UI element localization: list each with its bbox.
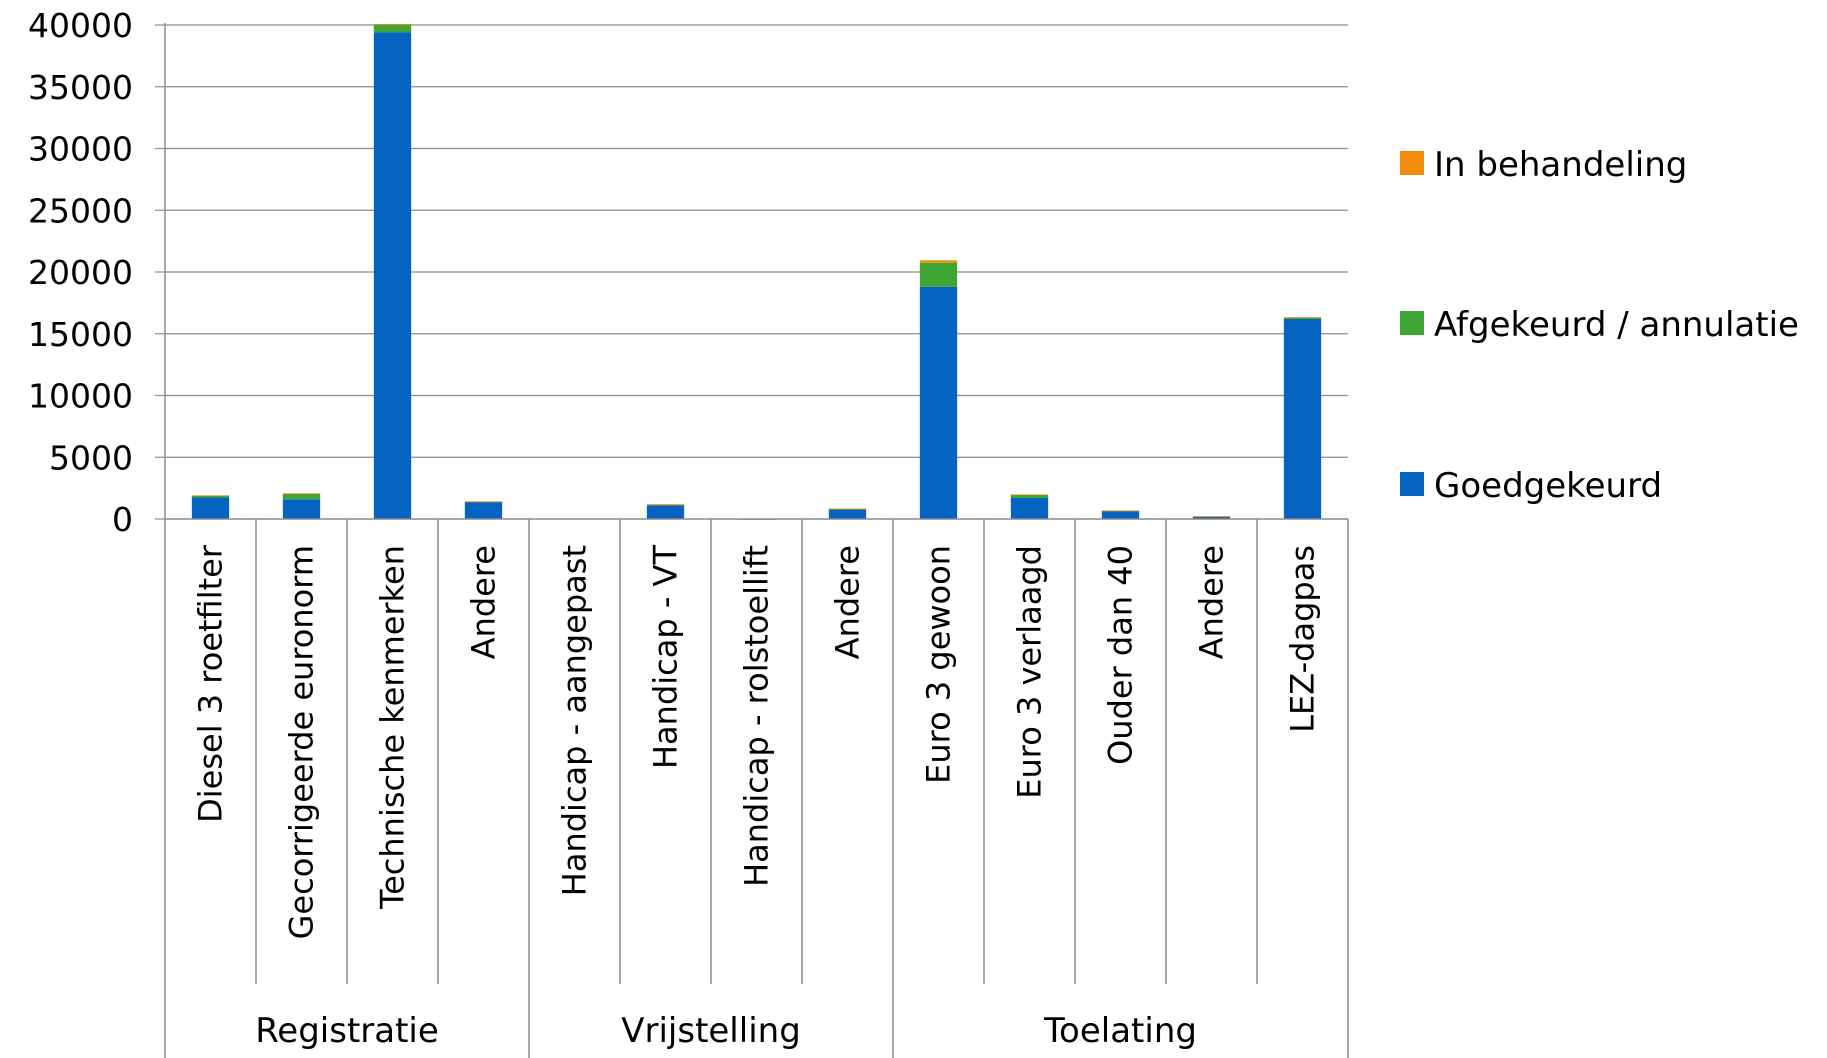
x-category-label: Technische kenmerken [374, 545, 412, 910]
y-tick-label: 30000 [28, 130, 133, 169]
bar-segment [919, 286, 958, 519]
bar-segment [191, 495, 230, 498]
bar-segment [1283, 318, 1322, 519]
y-tick-label: 20000 [28, 253, 133, 292]
x-category-label: Handicap - rolstoellift [738, 545, 776, 887]
bar-segment [191, 495, 230, 497]
x-axis-category-labels: Diesel 3 roetfilter Gecorrigeerde euronor… [192, 544, 1322, 939]
y-tick-label: 35000 [28, 68, 133, 107]
x-category-label: Handicap - VT [647, 545, 685, 769]
bar-segment [828, 509, 867, 519]
y-axis-tick-labels: 0 5000 10000 15000 20000 25000 30000 35000 40000 [28, 6, 133, 539]
legend-label: Goedgekeurd [1434, 466, 1662, 506]
x-category-label: Gecorrigeerde euronorm [283, 545, 321, 939]
x-category-label: Diesel 3 roetfilter [192, 544, 230, 823]
bar-series [191, 24, 1322, 520]
bar-segment [191, 497, 230, 519]
x-category-label: Euro 3 verlaagd [1011, 545, 1049, 799]
bar-segment [1192, 516, 1231, 519]
y-tick-label: 15000 [28, 315, 133, 354]
bar-segment [1101, 510, 1140, 512]
bar-segment [464, 501, 503, 519]
y-tick-label: 10000 [28, 377, 133, 416]
x-group-label: Registratie [255, 1011, 439, 1051]
bar-segment [1283, 317, 1322, 319]
legend-label: In behandeling [1434, 145, 1687, 185]
bar-segment [373, 32, 412, 519]
axes [155, 23, 1349, 1058]
legend: In behandeling Afgekeurd / annulatie Goedg… [1400, 145, 1799, 506]
bar-segment [373, 24, 412, 33]
bar-segment [1010, 494, 1049, 496]
x-category-label: Andere [829, 545, 867, 659]
x-category-label: Andere [1193, 545, 1231, 659]
x-category-label: LEZ-dagpas [1284, 545, 1322, 733]
x-category-label: Euro 3 gewoon [920, 545, 958, 784]
bar-segment [282, 493, 321, 500]
x-group-label: Vrijstelling [621, 1011, 801, 1051]
x-category-label: Andere [465, 545, 503, 659]
bar-segment [282, 493, 321, 495]
x-axis-group-labels: Registratie Vrijstelling Toelating [255, 1011, 1197, 1051]
bar-segment [1101, 510, 1140, 519]
bar-segment [646, 505, 685, 519]
bar-segment [1283, 317, 1322, 319]
x-category-label: Handicap - aangepast [556, 545, 594, 896]
bar-segment [828, 508, 867, 510]
y-tick-label: 40000 [28, 6, 133, 45]
legend-label: Afgekeurd / annulatie [1434, 305, 1799, 345]
bar-segment [1192, 516, 1231, 518]
bar-segment [919, 260, 958, 263]
bar-segment [919, 262, 958, 287]
bar-segment [464, 501, 503, 503]
bar-segment [1010, 498, 1049, 519]
legend-swatch [1400, 151, 1424, 175]
x-category-label: Ouder dan 40 [1102, 545, 1140, 765]
y-tick-label: 25000 [28, 191, 133, 230]
bar-segment [1010, 494, 1049, 499]
bar-segment [282, 499, 321, 519]
x-group-label: Toelating [1043, 1011, 1197, 1051]
legend-swatch [1400, 311, 1424, 335]
legend-swatch [1400, 472, 1424, 496]
bar-segment [373, 24, 412, 25]
y-tick-label: 0 [112, 500, 133, 539]
gridlines [165, 24, 1348, 458]
y-tick-label: 5000 [49, 438, 133, 477]
bar-segment [646, 504, 685, 506]
